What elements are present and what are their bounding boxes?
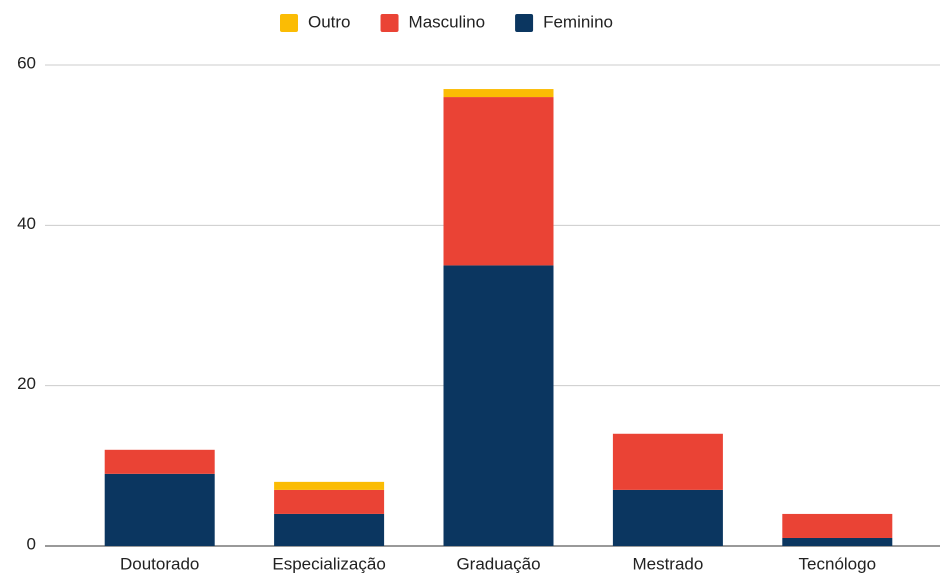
legend-label: Masculino [409, 12, 486, 31]
x-tick-label: Tecnólogo [799, 554, 877, 573]
x-tick-label: Doutorado [120, 554, 199, 573]
bar-segment [782, 513, 893, 538]
legend-swatch [380, 14, 399, 32]
bar-segment [104, 473, 215, 546]
x-tick-label: Mestrado [632, 554, 703, 573]
bar-segment [104, 449, 215, 474]
bar-segment [443, 265, 554, 546]
legend-swatch [515, 14, 534, 32]
bar-segment [274, 481, 385, 490]
y-tick-label: 20 [17, 374, 36, 393]
y-tick-label: 40 [17, 214, 36, 233]
y-tick-label: 60 [17, 53, 36, 72]
legend-label: Outro [308, 12, 351, 31]
legend-swatch [280, 14, 298, 32]
bar-segment [443, 97, 554, 266]
legend-label: Feminino [543, 12, 613, 31]
bar-segment [274, 513, 385, 546]
bar-segment [612, 489, 723, 546]
y-tick-label: 0 [27, 534, 36, 553]
bar-segment [612, 433, 723, 490]
bar-segment [274, 489, 385, 514]
x-tick-label: Graduação [456, 554, 540, 573]
bar-segment [443, 89, 554, 98]
x-tick-label: Especialização [272, 554, 385, 573]
bar-segment [782, 537, 893, 546]
